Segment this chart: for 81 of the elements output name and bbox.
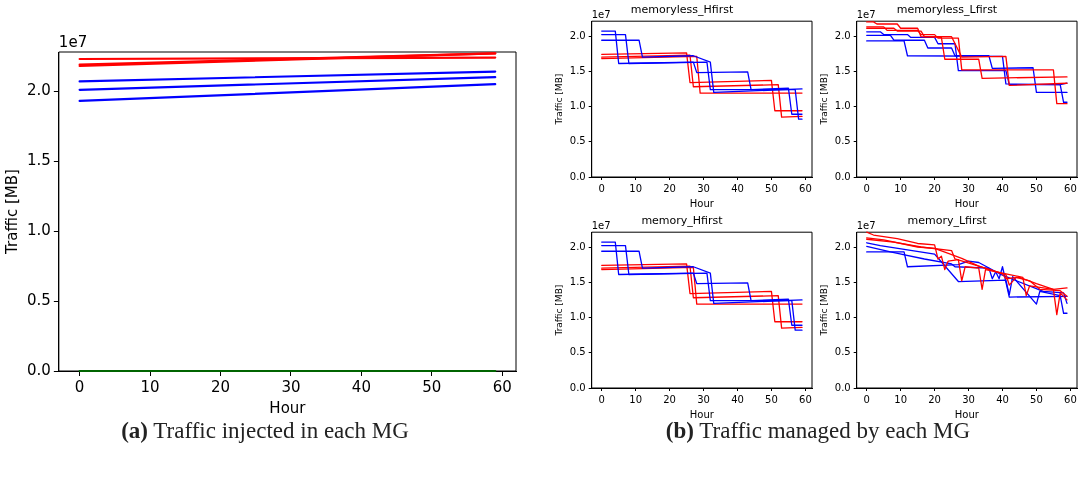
y-tick-label: 0.5 (834, 346, 851, 358)
x-tick-label: 40 (996, 393, 1009, 405)
x-tick-label: 30 (281, 377, 301, 396)
y-tick-label: 0.0 (569, 381, 586, 393)
chart-title: memory_Lfirst (907, 214, 988, 228)
x-tick-label: 30 (697, 393, 710, 405)
x-axis-title: Hour (689, 408, 715, 420)
y-axis-title: Traffic [MB] (2, 169, 21, 255)
x-tick-label: 20 (928, 393, 941, 405)
y-tick-label: 2.0 (569, 29, 586, 41)
x-tick-label: 0 (863, 393, 870, 405)
y-tick-label: 0.0 (834, 170, 851, 182)
x-tick-label: 60 (799, 182, 812, 194)
y-tick-label: 2.0 (27, 81, 51, 100)
x-tick-label: 60 (1064, 182, 1077, 194)
x-tick-label: 20 (663, 182, 676, 194)
x-tick-label: 60 (492, 377, 512, 396)
y-tick-label: 1.5 (27, 151, 51, 170)
x-tick-label: 10 (629, 182, 643, 194)
x-tick-label: 10 (894, 182, 908, 194)
x-axis-title: Hour (689, 197, 715, 209)
y-tick-label: 0.5 (834, 135, 851, 147)
y-tick-label: 0.0 (569, 170, 586, 182)
x-tick-label: 10 (140, 377, 160, 396)
x-tick-label: 60 (1064, 393, 1077, 405)
chart-title: memory_Hfirst (641, 214, 724, 228)
x-tick-label: 50 (1030, 182, 1043, 194)
y-tick-label: 1.0 (834, 100, 851, 112)
y-tick-label: 1.5 (834, 64, 851, 76)
x-tick-label: 0 (74, 377, 85, 396)
x-tick-label: 0 (863, 182, 870, 194)
x-axis-title: Hour (954, 197, 980, 209)
y-axis-title: Traffic [MB] (553, 284, 564, 337)
x-tick-label: 30 (697, 182, 710, 194)
x-tick-label: 20 (210, 377, 231, 396)
x-tick-label: 30 (962, 393, 975, 405)
y-tick-label: 2.0 (834, 240, 851, 252)
text: (a) Traffic injected in each MG (121, 418, 409, 444)
x-axis-title: Hour (954, 408, 980, 420)
y-tick-label: 1.0 (569, 311, 586, 323)
y-tick-label: 0.0 (834, 381, 851, 393)
y-tick-label: 1.5 (569, 64, 586, 76)
y-axis-title: Traffic [MB] (553, 73, 564, 126)
x-tick-label: 50 (765, 393, 778, 405)
x-tick-label: 40 (731, 182, 744, 194)
x-tick-label: 20 (928, 182, 941, 194)
x-tick-label: 50 (422, 377, 442, 396)
x-tick-label: 50 (765, 182, 778, 194)
y-tick-label: 2.0 (834, 29, 851, 41)
x-axis-title: Hour (269, 398, 307, 417)
text: 1e7 (58, 33, 88, 52)
y-tick-label: 0.5 (569, 135, 586, 147)
y-tick-label: 1.5 (834, 275, 851, 287)
x-tick-label: 60 (799, 393, 812, 405)
text: 1e7 (856, 219, 876, 231)
x-tick-label: 0 (598, 393, 605, 405)
x-tick-label: 10 (894, 393, 908, 405)
x-tick-label: 0 (598, 182, 605, 194)
text: 1e7 (591, 8, 611, 20)
y-axis-title: Traffic [MB] (818, 284, 829, 337)
x-tick-label: 40 (996, 182, 1009, 194)
y-axis-title: Traffic [MB] (818, 73, 829, 126)
y-tick-label: 1.0 (569, 100, 586, 112)
y-tick-label: 0.5 (27, 290, 51, 309)
y-tick-label: 1.0 (834, 311, 851, 323)
x-tick-label: 20 (663, 393, 676, 405)
y-tick-label: 1.5 (569, 275, 586, 287)
x-tick-label: 40 (731, 393, 744, 405)
y-tick-label: 2.0 (569, 240, 586, 252)
text: 1e7 (591, 219, 611, 231)
chart-title: memoryless_Lfirst (896, 3, 998, 17)
y-tick-label: 0.5 (569, 346, 586, 358)
x-tick-label: 30 (962, 182, 975, 194)
y-tick-label: 0.0 (27, 360, 51, 379)
y-tick-label: 1.0 (27, 220, 51, 239)
x-tick-label: 10 (629, 393, 643, 405)
text: (b) Traffic managed by each MG (665, 418, 971, 444)
text: 1e7 (856, 8, 876, 20)
chart-title: memoryless_Hfirst (630, 3, 734, 17)
x-tick-label: 50 (1030, 393, 1043, 405)
x-tick-label: 40 (351, 377, 371, 396)
